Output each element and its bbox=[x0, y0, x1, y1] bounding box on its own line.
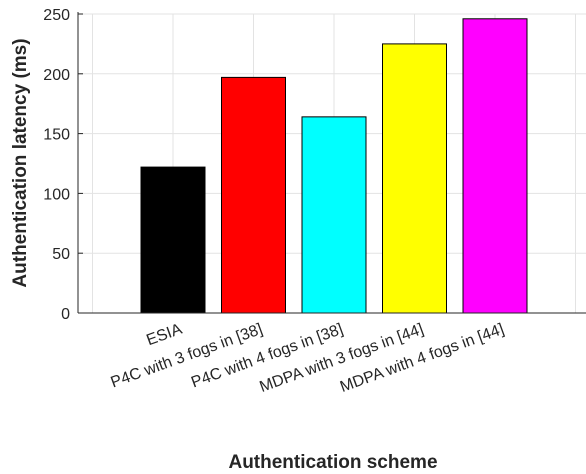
x-tick-label: ESIA bbox=[144, 321, 184, 350]
y-tick-label: 150 bbox=[43, 127, 70, 144]
y-tick-label: 100 bbox=[43, 186, 70, 203]
y-tick-label: 200 bbox=[43, 67, 70, 84]
bar bbox=[221, 76, 286, 314]
y-tick-label: 250 bbox=[43, 7, 70, 24]
bar bbox=[462, 18, 528, 314]
y-tick-labels: 0 50 100 150 200 250 bbox=[43, 7, 70, 323]
bars bbox=[140, 18, 528, 314]
bar bbox=[301, 116, 367, 314]
y-tick-label: 50 bbox=[52, 246, 70, 263]
y-axis-label: Authentication latency (ms) bbox=[10, 38, 31, 287]
axes bbox=[77, 12, 586, 314]
x-axis-label: Authentication scheme bbox=[228, 452, 437, 473]
bar bbox=[382, 43, 447, 314]
bar bbox=[140, 166, 206, 314]
y-tick-label: 0 bbox=[61, 306, 70, 323]
